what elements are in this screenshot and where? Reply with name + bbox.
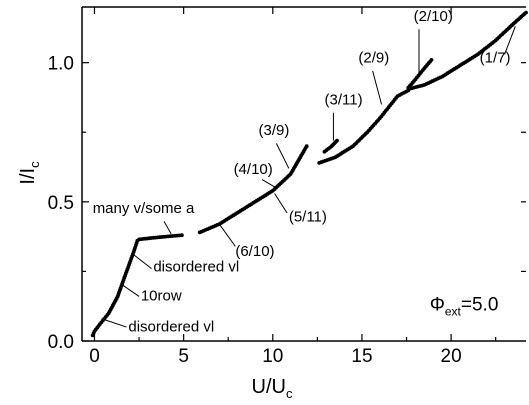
annotation-label: (1/7) [480, 50, 511, 67]
data-point [524, 10, 528, 15]
annotation-label: 10row [141, 288, 182, 305]
annotation-leader-line [372, 70, 383, 105]
y-ticks: 0.0 0.5 1.0 [48, 54, 526, 353]
annotation-label: (6/10) [235, 243, 274, 260]
data-point [335, 138, 339, 143]
x-tick-label: 5 [178, 346, 189, 367]
annotation-label: (3/11) [325, 91, 363, 108]
annotation-leader-line [504, 26, 516, 55]
x-tick-label: 10 [262, 346, 283, 367]
data-points [90, 10, 528, 338]
annotation-leader-line [275, 143, 290, 169]
annotation-leader-line [163, 221, 172, 235]
data-point [304, 144, 309, 149]
x-axis-title: U/Uc [252, 376, 293, 401]
annotation-leader-line [122, 284, 140, 297]
annotation-leader-line [274, 193, 288, 214]
annotation-label: disordered vl [153, 258, 239, 275]
annotation-label: (2/9) [358, 50, 389, 67]
data-point [180, 233, 184, 238]
y-tick-label: 1.0 [48, 54, 74, 75]
x-tick-label: 20 [441, 346, 462, 367]
annotation-leader-line [133, 254, 152, 270]
annotation-leader-line [101, 318, 127, 328]
y-tick-label: 0.5 [48, 193, 74, 214]
annotation-leader-line [261, 179, 277, 189]
annotation-label: (2/10) [414, 8, 453, 25]
flux-label: Φext=5.0 [430, 294, 499, 318]
annotations: many v/some a disordered vl 10row disordere… [93, 8, 511, 335]
y-axis-title: I/Ic [17, 161, 42, 185]
x-ticks: 0 5 10 15 20 [89, 7, 497, 367]
annotation-label: many v/some a [93, 200, 195, 217]
y-tick-label: 0.0 [48, 332, 74, 353]
annotation-leader-line [218, 223, 236, 247]
annotation-leaders [101, 26, 516, 328]
x-tick-label: 0 [89, 346, 100, 367]
data-point [429, 58, 434, 62]
annotation-label: (5/11) [289, 208, 327, 225]
annotation-label: disordered vl [128, 318, 214, 335]
annotation-label: (3/9) [259, 122, 290, 139]
x-tick-label: 15 [351, 346, 372, 367]
annotation-label: (4/10) [234, 161, 273, 178]
